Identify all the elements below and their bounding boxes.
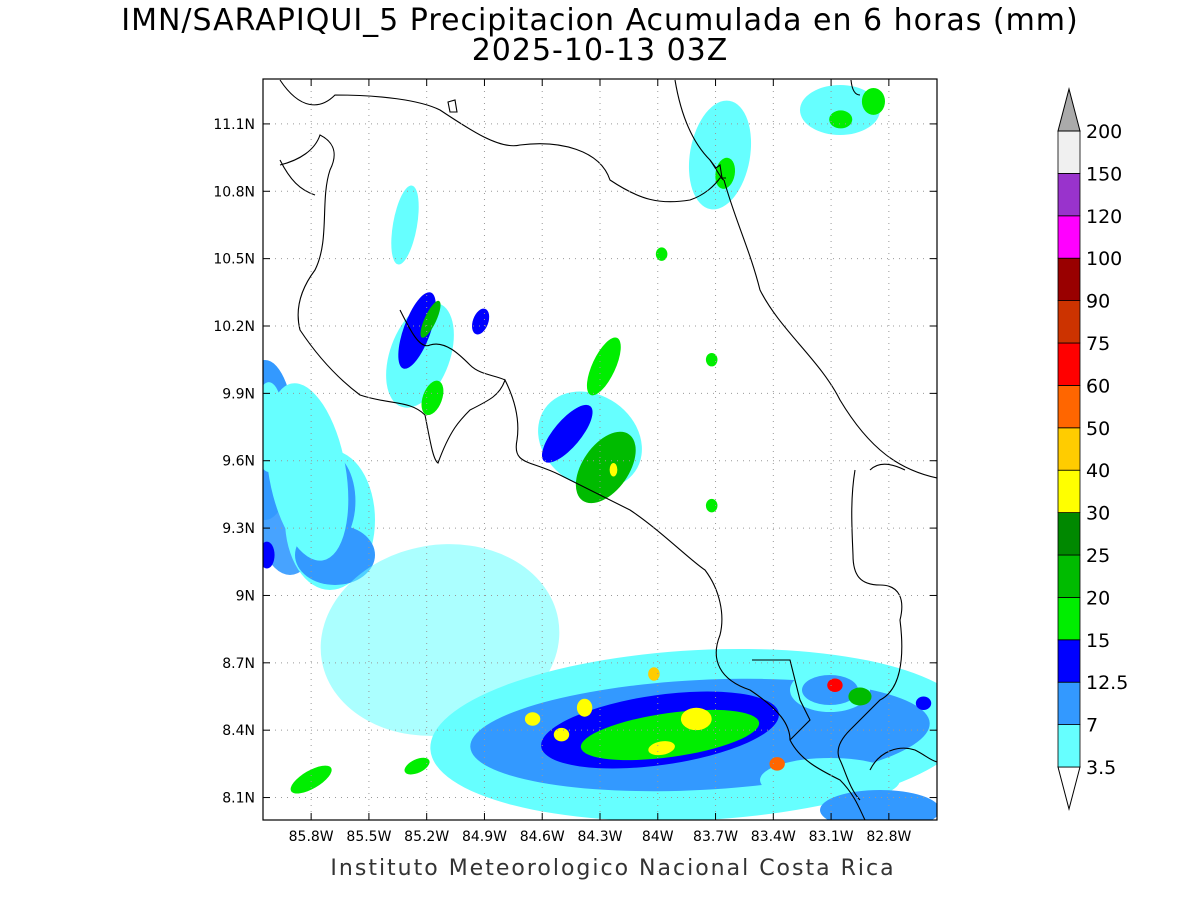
colorbar-swatch	[1057, 215, 1081, 259]
precip-cell	[655, 247, 668, 261]
lon-tick-label: 82.8W	[866, 829, 911, 845]
lat-tick-label: 11.1N	[213, 117, 255, 133]
colorbar-label: 20	[1086, 587, 1110, 609]
lat-tick-label: 9.9N	[222, 386, 255, 402]
precip-cell	[829, 110, 853, 129]
lon-tick-label: 83.4W	[751, 829, 796, 845]
colorbar-label: 120	[1086, 206, 1122, 228]
precip-cell	[472, 308, 490, 335]
map-title: IMN/SARAPIQUI_5 Precipitacion Acumulada …	[121, 3, 1079, 38]
colorbar-swatch	[1057, 597, 1081, 641]
precip-cell	[524, 712, 541, 726]
lon-tick-label: 83.7W	[693, 829, 738, 845]
colorbar-label: 15	[1086, 630, 1110, 652]
lat-tick-label: 9.3N	[222, 521, 255, 537]
colorbar-label: 100	[1086, 248, 1122, 270]
precip-cell	[861, 87, 886, 115]
precip-cell	[705, 498, 718, 513]
precip-cell	[769, 757, 785, 771]
colorbar-label: 75	[1086, 333, 1110, 355]
lat-tick-label: 9N	[236, 588, 255, 604]
precip-cell	[420, 300, 441, 338]
colorbar-swatch	[1057, 384, 1081, 429]
colorbar-swatch	[1057, 300, 1081, 344]
precip-cell	[421, 380, 444, 416]
coastline	[279, 79, 937, 820]
lat-tick-label: 10.2N	[213, 319, 255, 335]
precip-cell	[680, 707, 712, 731]
colorbar-swatch	[1057, 342, 1081, 386]
lon-tick-label: 85.5W	[346, 829, 391, 845]
colorbar-swatch	[1057, 130, 1081, 174]
precip-cell	[609, 462, 618, 477]
colorbar-swatch	[1057, 257, 1081, 302]
precip-cell	[648, 667, 660, 681]
colorbar-swatch	[1057, 554, 1081, 598]
lon-tick-label: 85.8W	[289, 829, 334, 845]
precip-cell	[827, 678, 843, 693]
colorbar-label: 7	[1086, 715, 1098, 737]
lat-tick-label: 10.5N	[213, 252, 255, 268]
map-valid-time: 2025-10-13 03Z	[471, 33, 729, 68]
lon-tick-label: 84.6W	[520, 829, 565, 845]
colorbar-label: 150	[1086, 163, 1122, 185]
lon-tick-label: 84.3W	[577, 829, 622, 845]
precip-cell	[266, 383, 349, 561]
precip-cell	[648, 741, 675, 756]
colorbar-label: 40	[1086, 460, 1110, 482]
precip-cell	[541, 404, 593, 463]
latitude-axis: 11.1N 10.8N 10.5N 10.2N 9.9N 9.6N 9.3N 9N 8.7N 8.…	[213, 117, 937, 807]
precip-cell	[263, 541, 275, 569]
colorbar-lower-arrow	[1057, 766, 1081, 811]
lat-tick-label: 8.1N	[222, 791, 255, 807]
colorbar-label: 25	[1086, 545, 1110, 567]
lat-tick-label: 10.8N	[213, 184, 255, 200]
precip-cell	[263, 382, 285, 472]
colorbar-swatch	[1057, 469, 1081, 514]
precip-cell	[290, 765, 332, 794]
lat-tick-label: 9.6N	[222, 454, 255, 470]
precip-cell	[705, 352, 718, 367]
colorbar-label: 50	[1086, 418, 1110, 440]
colorbar-upper-arrow	[1057, 87, 1081, 132]
lon-tick-label: 84.9W	[462, 829, 507, 845]
precip-cell	[575, 431, 636, 504]
credit-text: Instituto Meteorologico Nacional Costa R…	[330, 856, 896, 881]
precip-cell	[553, 727, 570, 742]
precip-cell	[398, 292, 436, 369]
colorbar-swatch	[1057, 639, 1081, 683]
lon-tick-label: 85.2W	[404, 829, 449, 845]
precip-cell	[586, 337, 621, 396]
colorbar-swatch	[1057, 427, 1081, 471]
lon-tick-label: 83.1W	[809, 829, 854, 845]
colorbar-swatch	[1057, 724, 1081, 768]
colorbar-label: 200	[1086, 121, 1122, 143]
lat-tick-label: 8.4N	[222, 723, 255, 739]
colorbar-label: 90	[1086, 291, 1110, 313]
precipitation-field	[263, 85, 937, 820]
colorbar-swatch	[1057, 172, 1081, 217]
longitude-axis: 85.8W 85.5W 85.2W 84.9W 84.6W 84.3W 84W 83.7W 83…	[289, 79, 912, 845]
precip-cell	[576, 698, 593, 717]
precip-cell	[848, 687, 872, 706]
colorbar-label: 60	[1086, 375, 1110, 397]
lon-tick-label: 84W	[642, 829, 674, 845]
colorbar-swatch	[1057, 681, 1081, 726]
precipitation-colorbar: 3.5 7 12.5 15 20 25 30 40 50 60 75 90 100 120 150 200	[1057, 87, 1128, 811]
colorbar-label: 3.5	[1086, 757, 1116, 779]
graticule	[263, 79, 937, 820]
colorbar-swatch	[1057, 512, 1081, 556]
lat-tick-label: 8.7N	[222, 656, 255, 672]
precip-cell	[915, 696, 932, 710]
colorbar-label: 30	[1086, 503, 1110, 525]
colorbar-label: 12.5	[1086, 672, 1128, 694]
precip-cell	[404, 757, 430, 775]
